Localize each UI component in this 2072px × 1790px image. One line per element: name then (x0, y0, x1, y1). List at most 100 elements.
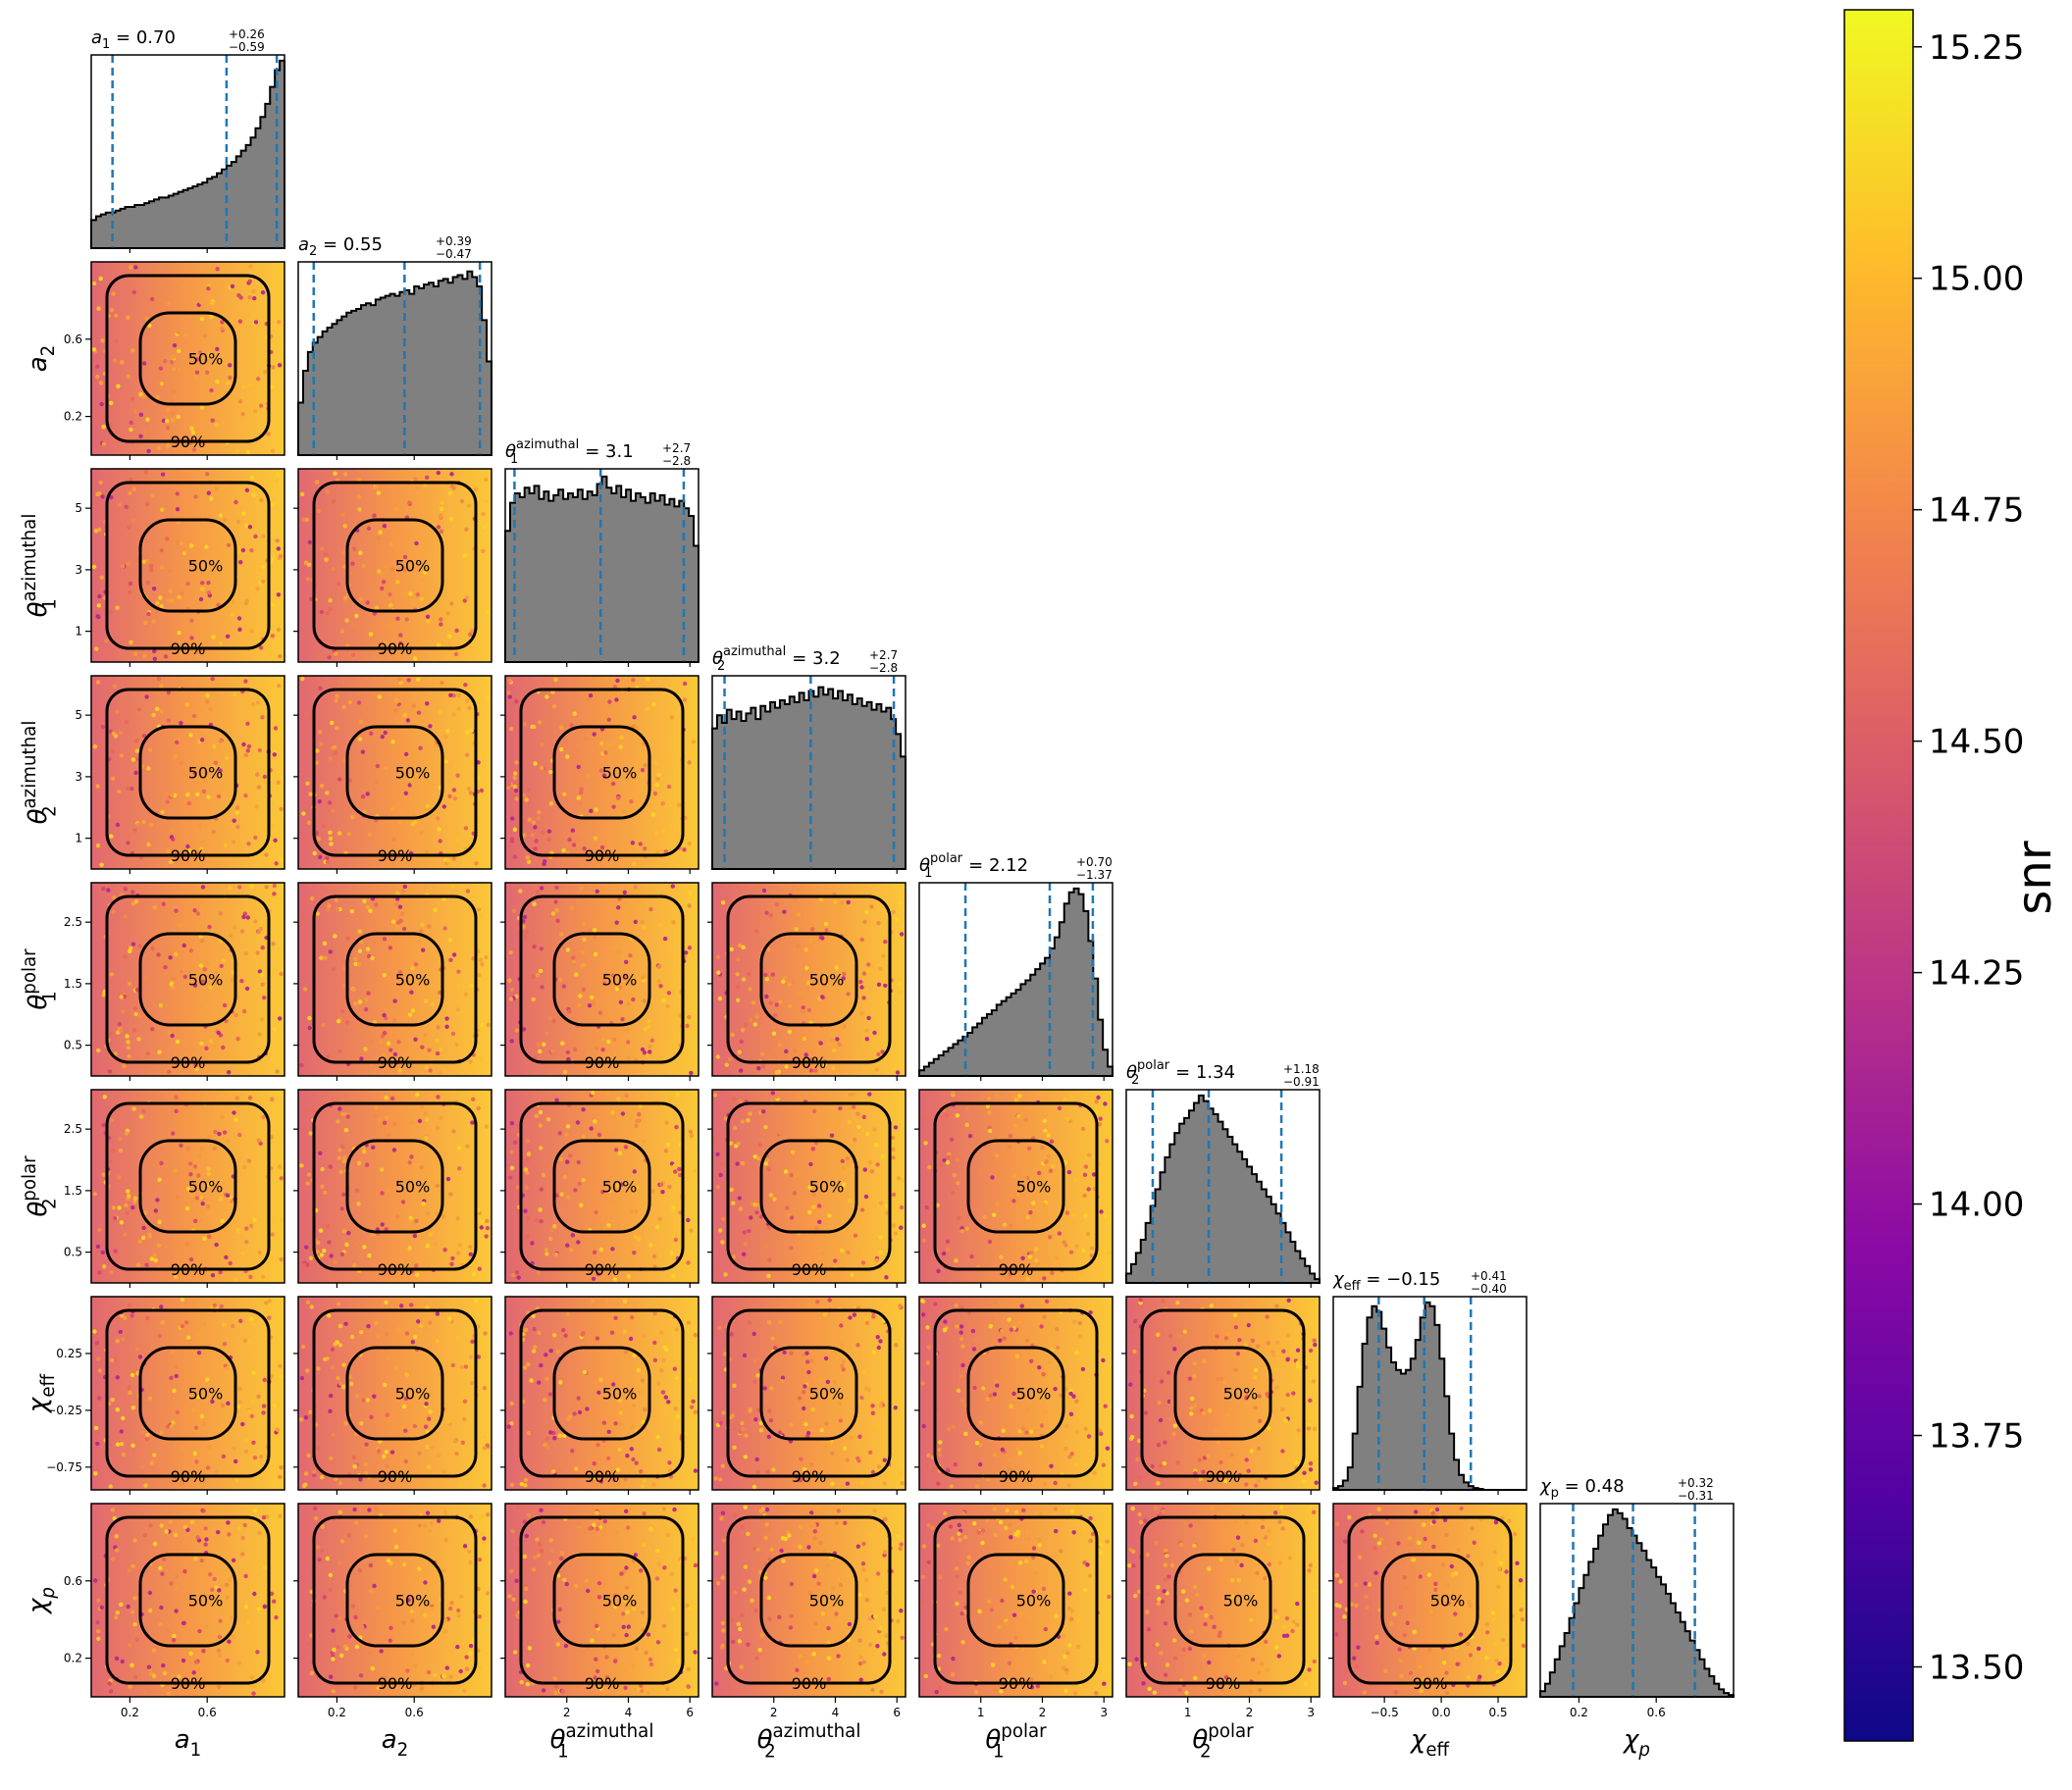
scatter-point (637, 1112, 642, 1117)
scatter-point (731, 1201, 736, 1205)
scatter-point (860, 1260, 866, 1265)
scatter-point (967, 1134, 973, 1139)
scatter-point (1204, 1612, 1209, 1618)
scatter-point (463, 992, 469, 997)
scatter-point (108, 1689, 114, 1694)
scatter-point (213, 760, 218, 765)
scatter-point (141, 1108, 146, 1114)
scatter-point (674, 1375, 680, 1381)
scatter-point (558, 1156, 564, 1162)
scatter-point (358, 719, 364, 724)
scatter-point (651, 701, 656, 707)
scatter-point (632, 1353, 637, 1358)
scatter-point (424, 998, 429, 1003)
scatter-point (1043, 1626, 1049, 1632)
scatter-point (476, 1105, 481, 1111)
scatter-point (822, 1062, 828, 1067)
scatter-point (688, 891, 693, 895)
scatter-point (185, 1146, 190, 1151)
scatter-point (682, 697, 688, 702)
scatter-point (199, 1558, 204, 1563)
panel-frame (504, 1296, 699, 1491)
panel-frame (711, 1503, 906, 1698)
scatter-point (629, 799, 634, 804)
scatter-point (1062, 1654, 1067, 1660)
scatter-point (1097, 1122, 1103, 1127)
scatter-point (623, 1350, 628, 1355)
scatter-point (329, 1674, 334, 1679)
scatter-point (598, 1247, 604, 1253)
scatter-point (977, 1461, 983, 1467)
scatter-point (437, 1518, 441, 1523)
scatter-point (181, 1116, 186, 1122)
scatter-point (1027, 1254, 1033, 1259)
title-value: = 2.12 (962, 855, 1028, 876)
scatter-point (754, 1457, 759, 1462)
scatter-point (195, 792, 200, 797)
scatter-point (540, 830, 545, 835)
scatter-point (1094, 1100, 1099, 1104)
scatter-point (205, 692, 210, 698)
scatter-point (425, 701, 430, 706)
scatter-point (205, 1204, 211, 1209)
scatter-point (302, 987, 308, 992)
scatter-point (1130, 1330, 1136, 1335)
scatter-point (1276, 1654, 1282, 1659)
contour-50 (966, 1139, 1065, 1234)
scatter-point (189, 618, 194, 623)
scatter-point (562, 1433, 567, 1439)
scatter-point (803, 1421, 808, 1427)
scatter-point (445, 858, 450, 863)
scatter-point (142, 1533, 148, 1538)
scatter-point (544, 1031, 549, 1036)
scatter-point (1235, 1535, 1241, 1540)
scatter-point (167, 301, 172, 306)
scatter-point (965, 1560, 970, 1566)
scatter-point (829, 1133, 835, 1138)
scatter-point (1233, 1367, 1238, 1372)
scatter-point (126, 1040, 130, 1045)
scatter-point (181, 1620, 186, 1626)
scatter-point (787, 1533, 792, 1538)
scatter-point (959, 1305, 964, 1310)
scatter-point (130, 1443, 135, 1449)
scatter-point (1088, 1310, 1093, 1315)
scatter-point (1017, 1451, 1022, 1456)
scatter-point (951, 1656, 956, 1662)
scatter-point (319, 1253, 325, 1257)
scatter-point (761, 888, 767, 894)
scatter-point (228, 363, 233, 368)
scatter-point (1265, 1667, 1270, 1673)
scatter-point (422, 1523, 428, 1528)
scatter-point (171, 388, 177, 394)
scatter-point (807, 1185, 812, 1190)
scatter-point (255, 950, 260, 955)
scatter-point (807, 1209, 812, 1215)
scatter-point (882, 1553, 887, 1558)
scatter-point (729, 946, 734, 951)
scatter-point (686, 1666, 692, 1671)
scatter-point (644, 1650, 648, 1656)
scatter-point (270, 384, 275, 389)
scatter-point (852, 1104, 856, 1109)
scatter-point (396, 1326, 401, 1332)
panel-frame (297, 261, 492, 456)
scatter-point (344, 1020, 350, 1025)
scatter-point (778, 999, 783, 1004)
scatter-point (448, 692, 453, 697)
y-axis-label-theta2_azimuthal-sub: 2 (39, 805, 60, 817)
scatter-point (769, 1547, 774, 1553)
scatter-point (183, 767, 189, 772)
scatter-point (789, 1422, 794, 1428)
scatter-point (1164, 1548, 1168, 1554)
scatter-point (270, 556, 275, 561)
scatter-point (1192, 1373, 1197, 1379)
scatter-point (327, 655, 332, 660)
scatter-point (169, 1375, 174, 1381)
scatter-point (1064, 1210, 1070, 1215)
scatter-point (384, 640, 388, 645)
scatter-point (522, 833, 527, 838)
scatter-point (188, 558, 194, 564)
scatter-point (633, 1553, 638, 1558)
scatter-point (197, 823, 202, 828)
